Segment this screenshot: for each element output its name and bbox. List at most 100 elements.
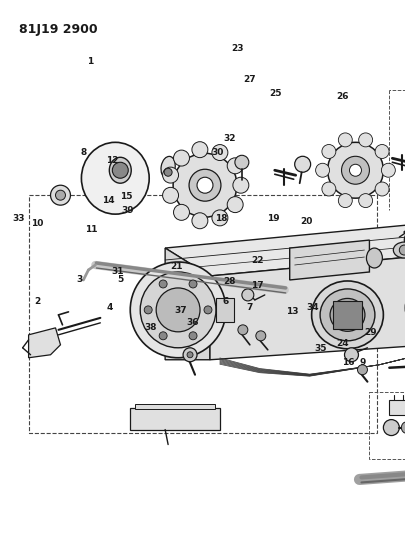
Circle shape — [192, 213, 207, 229]
Text: 38: 38 — [144, 323, 156, 332]
Text: 24: 24 — [335, 339, 348, 348]
Bar — [388, 400, 405, 415]
Circle shape — [192, 142, 207, 158]
Text: 36: 36 — [186, 318, 198, 327]
Circle shape — [321, 144, 335, 158]
Circle shape — [187, 352, 192, 358]
Circle shape — [315, 163, 329, 177]
Circle shape — [144, 306, 152, 314]
Polygon shape — [28, 328, 60, 358]
Circle shape — [241, 289, 253, 301]
Bar — [130, 408, 220, 430]
Ellipse shape — [161, 156, 175, 178]
Circle shape — [130, 262, 225, 358]
Circle shape — [211, 210, 227, 226]
Circle shape — [337, 133, 352, 147]
Circle shape — [374, 144, 388, 158]
Circle shape — [156, 288, 200, 332]
Circle shape — [227, 197, 243, 213]
Circle shape — [164, 168, 172, 176]
Text: 22: 22 — [251, 256, 263, 264]
Text: 32: 32 — [222, 134, 235, 143]
Bar — [215, 298, 233, 322]
Text: 5: 5 — [117, 275, 123, 284]
Text: 35: 35 — [313, 344, 326, 353]
Text: 23: 23 — [230, 44, 243, 53]
Text: 16: 16 — [341, 358, 354, 367]
Circle shape — [159, 332, 167, 340]
Text: 9: 9 — [359, 358, 365, 367]
Text: 13: 13 — [285, 307, 298, 316]
Bar — [332, 301, 362, 329]
Bar — [135, 403, 214, 409]
Text: 26: 26 — [335, 92, 348, 101]
Text: 27: 27 — [243, 75, 255, 84]
Bar — [369, 392, 405, 459]
Circle shape — [234, 155, 248, 169]
Circle shape — [294, 156, 310, 172]
Text: 12: 12 — [105, 156, 118, 165]
Text: 7: 7 — [246, 303, 252, 312]
Text: 6: 6 — [222, 296, 228, 305]
Circle shape — [159, 280, 167, 288]
Text: 37: 37 — [174, 306, 187, 315]
Circle shape — [196, 177, 213, 193]
Circle shape — [337, 193, 352, 207]
Text: 1: 1 — [86, 58, 93, 66]
Polygon shape — [289, 240, 369, 280]
Circle shape — [358, 193, 372, 207]
Circle shape — [358, 133, 372, 147]
Circle shape — [140, 272, 215, 348]
Text: 20: 20 — [299, 217, 311, 226]
Ellipse shape — [319, 289, 374, 341]
Text: 39: 39 — [122, 206, 134, 215]
Circle shape — [349, 164, 360, 176]
Ellipse shape — [311, 281, 382, 349]
Circle shape — [162, 167, 178, 183]
Circle shape — [237, 325, 247, 335]
Circle shape — [321, 182, 335, 196]
Circle shape — [403, 230, 405, 250]
Circle shape — [189, 332, 196, 340]
Text: 28: 28 — [222, 277, 235, 286]
Text: 34: 34 — [305, 303, 318, 312]
Circle shape — [173, 204, 189, 220]
Circle shape — [112, 162, 128, 178]
Circle shape — [399, 245, 405, 255]
Circle shape — [380, 163, 394, 177]
Circle shape — [162, 187, 178, 203]
Text: 81J19 2900: 81J19 2900 — [19, 22, 97, 36]
Circle shape — [400, 422, 405, 433]
Polygon shape — [209, 248, 405, 360]
Text: 2: 2 — [34, 296, 40, 305]
Text: 21: 21 — [170, 262, 183, 271]
Circle shape — [356, 365, 367, 375]
Circle shape — [382, 419, 399, 435]
Circle shape — [341, 156, 369, 184]
Text: 3: 3 — [76, 275, 83, 284]
Text: 18: 18 — [214, 214, 227, 223]
Polygon shape — [165, 248, 209, 360]
Circle shape — [173, 150, 189, 166]
Ellipse shape — [404, 280, 405, 335]
Bar — [28, 195, 377, 433]
Circle shape — [374, 182, 388, 196]
Circle shape — [255, 331, 265, 341]
Circle shape — [189, 280, 196, 288]
Circle shape — [55, 190, 65, 200]
Text: 31: 31 — [111, 268, 124, 276]
Ellipse shape — [81, 142, 149, 214]
Circle shape — [189, 169, 220, 201]
Circle shape — [344, 348, 358, 362]
Ellipse shape — [392, 242, 405, 258]
Text: 19: 19 — [267, 214, 279, 223]
Circle shape — [211, 144, 227, 160]
Circle shape — [232, 177, 248, 193]
Circle shape — [203, 306, 211, 314]
Text: 33: 33 — [13, 214, 25, 223]
Text: 25: 25 — [269, 89, 281, 98]
Text: 29: 29 — [364, 328, 376, 337]
Circle shape — [327, 142, 382, 198]
Text: 4: 4 — [107, 303, 113, 312]
Circle shape — [227, 158, 243, 174]
